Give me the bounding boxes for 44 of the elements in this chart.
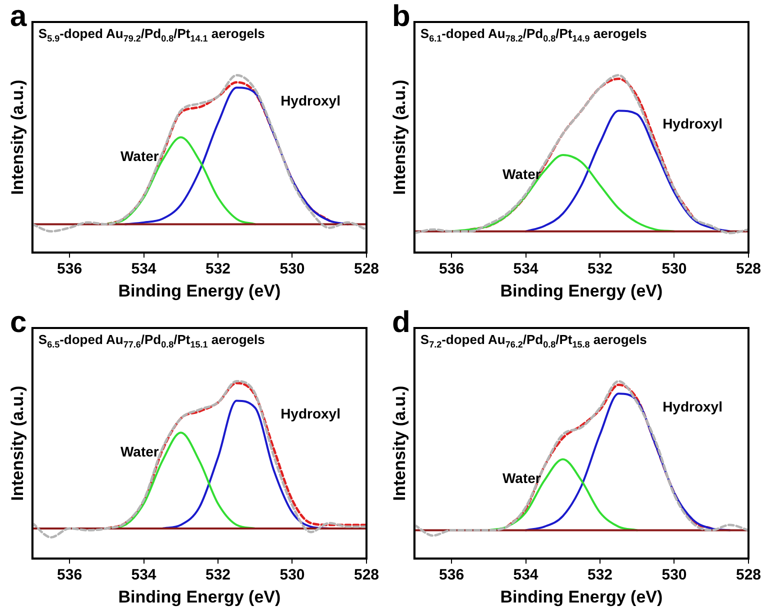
x-tick-label: 534 [131,566,157,584]
x-tick-label: 532 [205,260,231,278]
x-tick-label: 532 [587,566,613,584]
chart-title: a [10,0,27,34]
x-axis-title: Binding Energy (eV) [500,587,663,606]
series-label: Water [120,148,160,164]
x-axis-title: Binding Energy (eV) [118,587,281,606]
x-tick-label: 534 [131,260,157,278]
x-tick-label: 528 [354,566,379,584]
text: S$_{5.9}$-doped Au$_{79.2}$/Pd$_{0.8}$/Pt$_{14.1}$ aerogels [38,26,265,44]
series-label: Hydroxyl [662,398,722,414]
chart-title: d [392,306,410,340]
x-tick-label: 536 [57,260,82,278]
x-tick-label: 534 [513,566,539,584]
x-axis-title: Binding Energy (eV) [500,281,663,300]
x-tick-label: 528 [736,260,761,278]
y-axis-title: Intensity (a.u.) [390,80,409,195]
chart-title: c [10,306,27,340]
x-tick-label: 536 [439,566,464,584]
series-label: Water [502,470,542,486]
x-tick-label: 536 [439,260,464,278]
x-tick-label: 530 [662,566,687,584]
text: S$_{7.2}$-doped Au$_{76.2}$/Pd$_{0.8}$/Pt$_{15.8}$ aerogels [420,332,647,350]
text: S$_{6.5}$-doped Au$_{77.6}$/Pd$_{0.8}$/Pt$_{15.1}$ aerogels [38,332,265,350]
series-label: Hydroxyl [662,116,722,132]
y-axis-title: Intensity (a.u.) [390,386,409,501]
x-tick-label: 536 [57,566,82,584]
text: S$_{6.1}$-doped Au$_{78.2}$/Pd$_{0.8}$/Pt$_{14.9}$ aerogels [420,26,647,44]
x-tick-label: 532 [587,260,613,278]
x-tick-label: 534 [513,260,539,278]
x-tick-label: 532 [205,566,231,584]
x-tick-label: 528 [354,260,379,278]
chart-title: b [392,0,410,34]
x-tick-label: 530 [662,260,687,278]
x-tick-label: 530 [280,260,305,278]
y-axis-title: Intensity (a.u.) [8,386,27,501]
series-label: Hydroxyl [280,406,340,422]
x-tick-label: 530 [280,566,305,584]
y-axis-title: Intensity (a.u.) [8,80,27,195]
x-tick-label: 528 [736,566,761,584]
series-label: Water [502,166,542,182]
series-label: Water [120,444,160,460]
x-axis-title: Binding Energy (eV) [118,281,281,300]
series-label: Hydroxyl [280,92,340,108]
